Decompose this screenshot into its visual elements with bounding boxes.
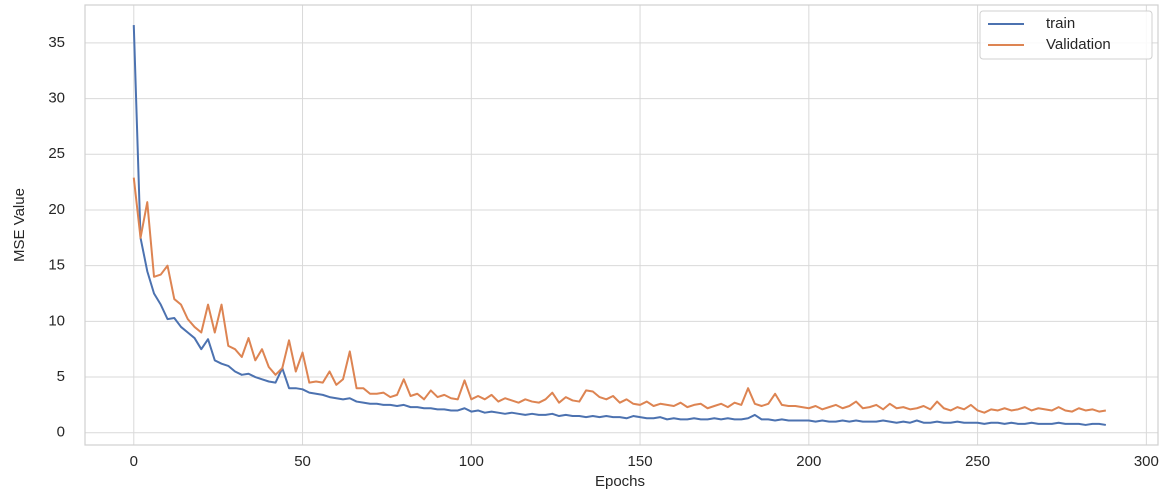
x-tick-label: 100 bbox=[459, 453, 484, 470]
y-tick-label: 30 bbox=[48, 90, 65, 107]
x-axis-label: Epochs bbox=[595, 473, 645, 490]
x-tick-label: 200 bbox=[796, 453, 821, 470]
x-tick-label: 50 bbox=[294, 453, 311, 470]
x-tick-label: 300 bbox=[1134, 453, 1159, 470]
legend-label: Validation bbox=[1046, 36, 1111, 53]
line bbox=[132, 25, 1107, 426]
legend-label: train bbox=[1046, 15, 1075, 32]
y-tick-label: 25 bbox=[48, 145, 65, 162]
plot-frame bbox=[84, 4, 1159, 446]
y-tick-label: 20 bbox=[48, 201, 65, 218]
y-tick-label: 35 bbox=[48, 34, 65, 51]
x-tick-label: 250 bbox=[965, 453, 990, 470]
y-tick-label: 10 bbox=[48, 312, 65, 329]
x-tick-label: 0 bbox=[130, 453, 138, 470]
y-tick-label: 15 bbox=[48, 257, 65, 274]
y-axis-label: MSE Value bbox=[11, 188, 28, 262]
line bbox=[132, 177, 1107, 414]
y-tick-label: 5 bbox=[57, 368, 65, 385]
y-tick-label: 0 bbox=[57, 424, 65, 441]
x-tick-label: 150 bbox=[628, 453, 653, 470]
